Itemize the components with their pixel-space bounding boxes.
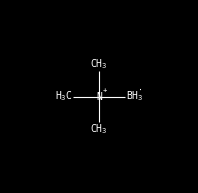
Text: CH$_3$: CH$_3$ (90, 122, 108, 136)
Text: $\cdot$: $\cdot$ (138, 84, 142, 94)
Text: CH$_3$: CH$_3$ (90, 57, 108, 71)
Text: +: + (103, 87, 107, 93)
Text: N: N (96, 91, 102, 102)
Text: BH$_3$: BH$_3$ (126, 90, 143, 103)
Text: H$_3$C: H$_3$C (55, 90, 72, 103)
